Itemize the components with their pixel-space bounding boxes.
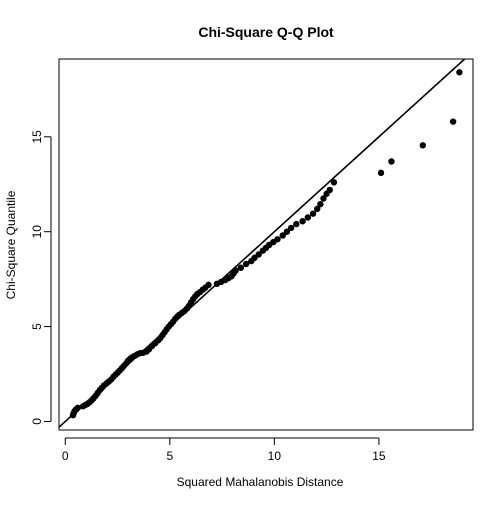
data-point — [320, 195, 327, 202]
data-point — [377, 169, 385, 177]
chart-title: Chi-Square Q-Q Plot — [198, 24, 334, 40]
x-tick-label: 5 — [166, 449, 173, 463]
data-point — [449, 118, 457, 125]
data-point — [314, 205, 321, 213]
data-point — [283, 228, 291, 235]
plot-frame — [58, 58, 474, 431]
data-point — [326, 186, 333, 194]
data-point — [232, 267, 239, 274]
data-point — [242, 260, 250, 268]
y-tick-label: 0 — [30, 418, 44, 425]
data-point — [237, 264, 245, 271]
data-point — [287, 224, 295, 232]
data-point — [293, 220, 300, 228]
data-point — [255, 251, 262, 258]
data-point — [74, 404, 82, 411]
x-axis-label: Squared Mahalanobis Distance — [177, 475, 344, 489]
y-tick-label: 5 — [30, 323, 44, 330]
data-point — [309, 210, 317, 217]
data-point — [456, 69, 463, 76]
x-tick-label: 10 — [268, 449, 282, 463]
y-tick-label: 10 — [30, 225, 44, 239]
data-point — [304, 214, 312, 221]
data-point — [419, 142, 427, 149]
plot-area: 0 5 10 15 0 5 10 15 — [30, 58, 474, 463]
data-point — [274, 236, 281, 243]
data-point — [299, 218, 306, 225]
data-point — [317, 200, 324, 208]
y-axis-label: Chi-Square Quantile — [4, 190, 18, 299]
data-point — [330, 179, 338, 186]
data-point — [279, 232, 286, 239]
data-point — [388, 158, 395, 165]
x-tick-label: 0 — [62, 449, 69, 463]
data-point — [205, 281, 212, 289]
x-tick-label: 15 — [372, 449, 386, 463]
y-tick-label: 15 — [30, 130, 44, 144]
